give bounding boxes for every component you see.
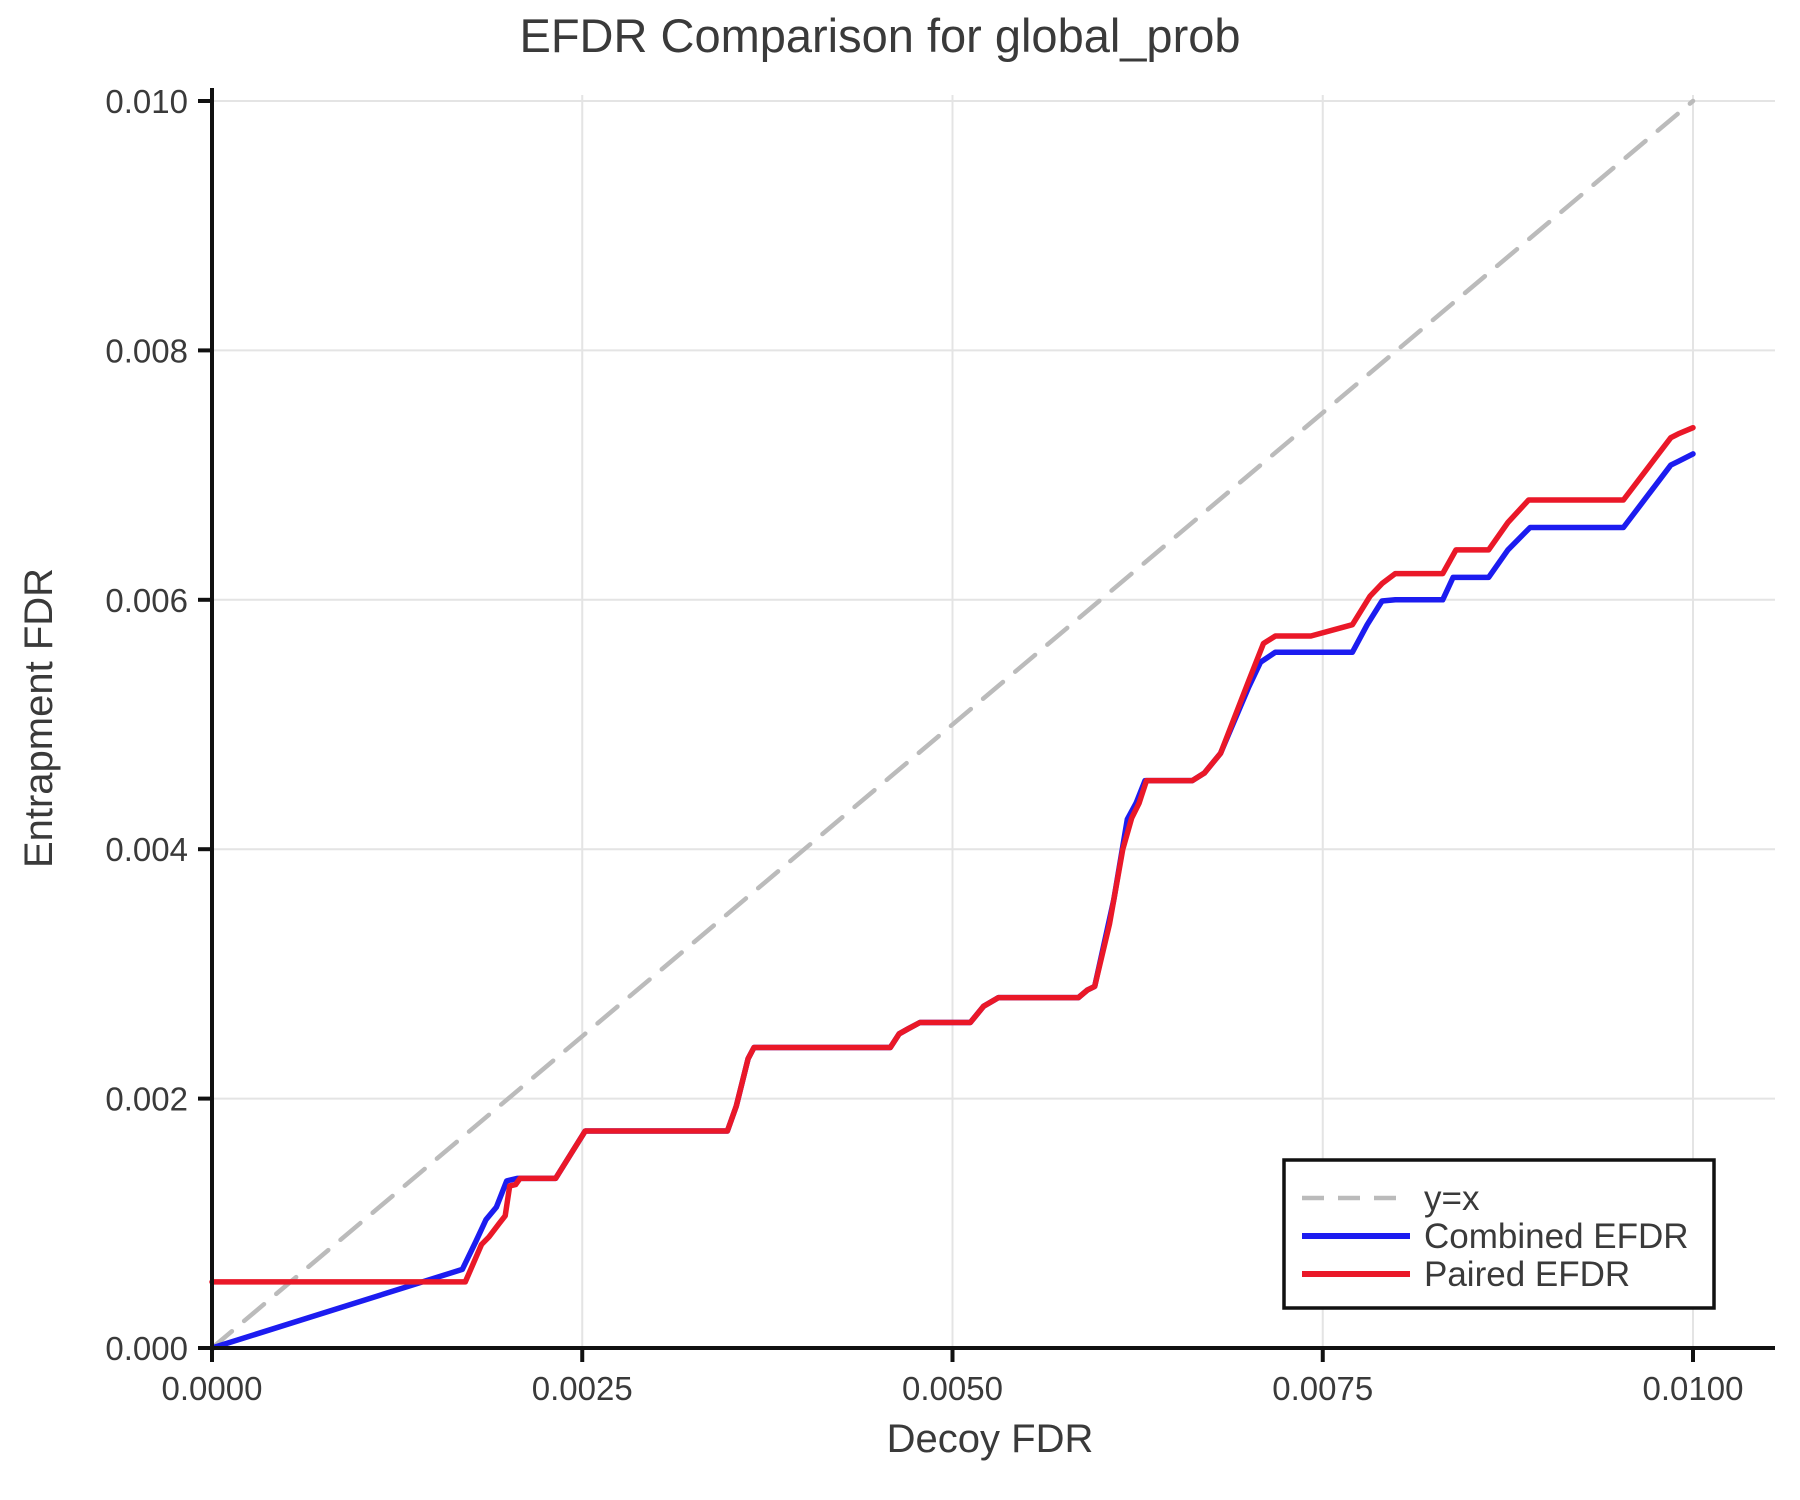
legend-label-combined: Combined EFDR (1424, 1217, 1689, 1256)
tick-labels: 0.0000 0.0025 0.0050 0.0075 0.0100 0.000 0.002… (105, 83, 1743, 1407)
legend-label-identity: y=x (1424, 1179, 1480, 1218)
legend-item-identity: y=x (1302, 1179, 1480, 1218)
legend-label-paired: Paired EFDR (1424, 1255, 1630, 1294)
y-tick-label-0.004: 0.004 (105, 831, 188, 868)
x-axis-label: Decoy FDR (887, 1417, 1094, 1461)
series-lines (209, 98, 1696, 1351)
y-tick-label-0.002: 0.002 (105, 1081, 188, 1118)
legend: y=x Combined EFDR Paired EFDR (1282, 1158, 1716, 1310)
y-tick-label-0.010: 0.010 (105, 83, 188, 120)
series-y-x-line (209, 98, 1696, 1351)
x-tick-label-0.0100: 0.0100 (1643, 1370, 1744, 1407)
series-paired-efdr-line (209, 424, 1696, 1285)
y-tick-label-0.000: 0.000 (105, 1330, 188, 1367)
axes (198, 88, 1775, 1362)
x-tick-label-0.0050: 0.0050 (902, 1370, 1003, 1407)
chart-title: EFDR Comparison for global_prob (520, 9, 1241, 62)
legend-item-paired: Paired EFDR (1302, 1255, 1630, 1294)
legend-item-combined: Combined EFDR (1302, 1217, 1689, 1256)
gridlines (212, 95, 1775, 1348)
y-tick-label-0.008: 0.008 (105, 332, 188, 369)
y-tick-label-0.006: 0.006 (105, 582, 188, 619)
x-tick-label-0.0075: 0.0075 (1272, 1370, 1373, 1407)
x-tick-label-0.0025: 0.0025 (532, 1370, 633, 1407)
x-tick-label-0.0000: 0.0000 (162, 1370, 263, 1407)
y-axis-label: Entrapment FDR (17, 568, 61, 868)
